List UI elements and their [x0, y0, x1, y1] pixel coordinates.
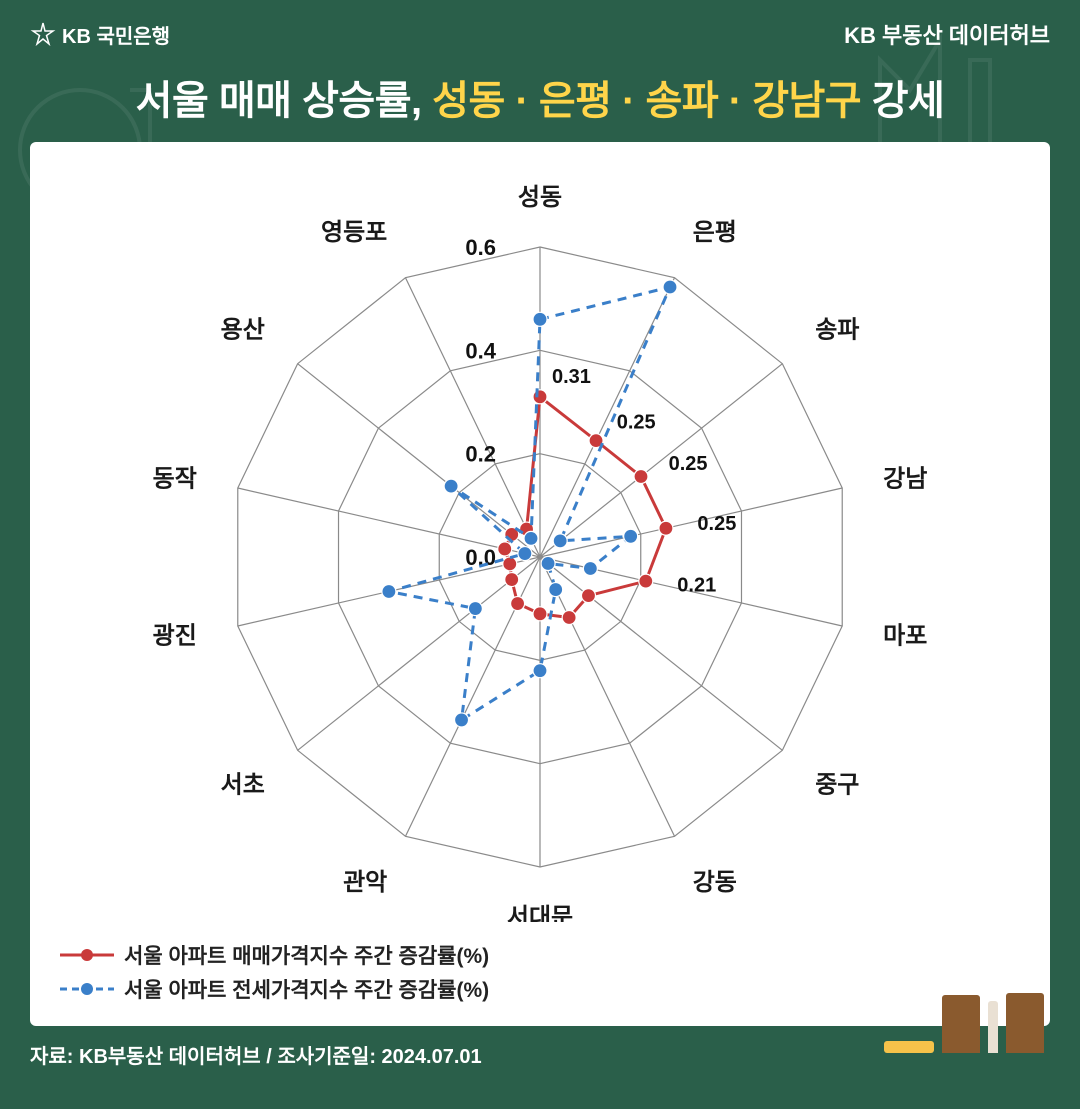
bank-name: KB 국민은행	[62, 20, 170, 49]
svg-text:0.2: 0.2	[465, 442, 496, 467]
legend-label-sale: 서울 아파트 매매가격지수 주간 증감률(%)	[124, 940, 489, 970]
star-icon	[30, 21, 56, 47]
title-highlight: 성동 · 은평 · 송파 · 강남구	[432, 79, 861, 123]
axis-label: 서대문	[507, 904, 573, 922]
value-annotation: 0.25	[697, 513, 736, 535]
axis-label: 마포	[883, 622, 927, 649]
svg-text:0.4: 0.4	[465, 338, 496, 363]
axis-label: 강남	[883, 466, 927, 493]
svg-text:0.6: 0.6	[465, 235, 496, 260]
axis-label: 성동	[518, 184, 562, 211]
axis-label: 광진	[153, 622, 197, 649]
bank-logo: KB 국민은행	[30, 20, 170, 49]
legend-item-sale: 서울 아파트 매매가격지수 주간 증감률(%)	[60, 940, 1040, 970]
axis-label: 영등포	[321, 219, 387, 246]
axis-label: 동작	[153, 466, 197, 493]
value-annotation: 0.25	[669, 453, 708, 475]
axis-label: 관악	[343, 869, 387, 896]
chart-card: 0.00.20.40.6성동은평송파강남마포중구강동서대문관악서초광진동작용산영…	[30, 142, 1050, 1026]
axis-label: 송파	[815, 317, 859, 344]
axis-label: 은평	[693, 219, 737, 246]
axis-label: 강동	[693, 869, 737, 896]
value-annotation: 0.25	[617, 412, 656, 434]
axis-label: 용산	[221, 317, 265, 344]
legend-label-jeonse: 서울 아파트 전세가격지수 주간 증감률(%)	[124, 974, 489, 1004]
decorative-bars	[884, 983, 1044, 1053]
axis-label: 중구	[815, 771, 859, 798]
value-annotation: 0.31	[552, 366, 591, 388]
radar-chart: 0.00.20.40.6성동은평송파강남마포중구강동서대문관악서초광진동작용산영…	[50, 162, 1030, 922]
value-annotation: 0.21	[677, 575, 716, 597]
axis-label: 서초	[221, 771, 265, 798]
